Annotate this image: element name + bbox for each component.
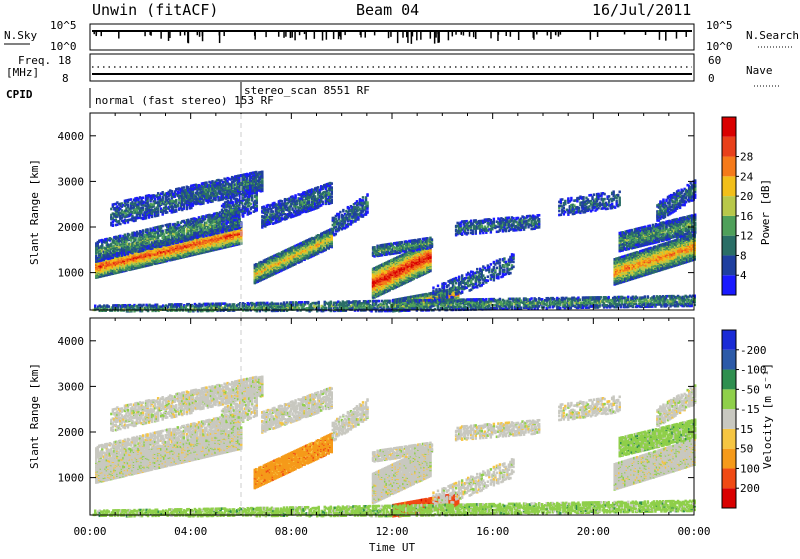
power-cell bbox=[214, 189, 216, 192]
power-cell bbox=[250, 203, 252, 206]
power-cell bbox=[227, 210, 229, 213]
power-cell bbox=[226, 180, 228, 183]
power-cell bbox=[247, 208, 249, 211]
noise-right-tick-top: 10^5 bbox=[706, 19, 733, 32]
power-cell bbox=[119, 223, 121, 226]
freq-right-tick-top: 60 bbox=[708, 54, 721, 67]
power-cell bbox=[146, 228, 148, 231]
power-cell bbox=[205, 234, 207, 237]
power-cell bbox=[183, 186, 185, 189]
power-cell bbox=[250, 212, 252, 215]
power-cell bbox=[142, 229, 144, 232]
station-title: Unwin (fitACF) bbox=[92, 1, 218, 19]
noise-right-tick-bottom: 10^0 bbox=[706, 40, 733, 53]
power-cell bbox=[261, 171, 263, 174]
freq-right-tick-bottom: 0 bbox=[708, 72, 715, 85]
power-cell bbox=[177, 204, 179, 207]
power-heatmap-cells bbox=[93, 171, 697, 313]
power-cell bbox=[166, 211, 168, 214]
power-cell bbox=[281, 200, 283, 203]
freq-left-tick-top: 18 bbox=[58, 54, 71, 67]
freq-label-2: [MHz] bbox=[6, 66, 39, 79]
power-cell bbox=[154, 198, 156, 201]
power-cell bbox=[161, 230, 163, 233]
power-cell bbox=[226, 225, 228, 228]
power-cell bbox=[161, 191, 163, 194]
power-cell bbox=[244, 192, 246, 195]
power-cell bbox=[130, 198, 132, 201]
power-cell bbox=[230, 199, 232, 202]
power-cell bbox=[161, 225, 163, 228]
noise-left-label: N.Sky bbox=[4, 29, 37, 42]
power-cell bbox=[205, 221, 207, 224]
power-cell bbox=[175, 209, 177, 212]
power-cell bbox=[171, 190, 173, 193]
power-cell bbox=[118, 220, 120, 223]
power-cell bbox=[127, 204, 129, 207]
power-cell bbox=[175, 199, 177, 202]
power-cell bbox=[272, 210, 274, 213]
power-cell bbox=[142, 207, 144, 210]
power-cell bbox=[110, 208, 112, 211]
noise-right-label: N.Search bbox=[746, 29, 799, 42]
power-cell bbox=[266, 213, 268, 216]
cpid-panel: CPID normal (fast stereo) 153 RF stereo_… bbox=[6, 82, 370, 108]
power-cell bbox=[291, 207, 293, 210]
power-cell bbox=[256, 205, 258, 208]
power-cell bbox=[231, 201, 233, 204]
freq-panel: Freq. [MHz] 18 8 60 0 Nave bbox=[6, 54, 780, 86]
power-cell bbox=[163, 233, 165, 236]
freq-left-tick-bottom: 8 bbox=[62, 72, 69, 85]
date-title: 16/Jul/2011 bbox=[592, 1, 691, 19]
power-cell bbox=[119, 235, 121, 238]
power-cell bbox=[237, 211, 239, 214]
power-cell bbox=[130, 239, 132, 242]
power-cell bbox=[205, 181, 207, 184]
power-cell bbox=[161, 196, 163, 199]
power-cell bbox=[294, 194, 296, 197]
power-cell bbox=[177, 221, 179, 224]
nave-label: Nave bbox=[746, 64, 773, 77]
noise-trace bbox=[92, 31, 692, 44]
noise-frame bbox=[90, 24, 694, 50]
power-cell bbox=[124, 234, 126, 237]
noise-panel: N.Sky 10^5 10^0 10^5 10^0 N.Search bbox=[4, 19, 799, 53]
power-cell bbox=[112, 223, 114, 226]
noise-left-tick-bottom: 10^0 bbox=[50, 40, 77, 53]
power-cell bbox=[169, 223, 171, 226]
power-cell bbox=[142, 196, 144, 199]
power-cell bbox=[222, 223, 224, 226]
power-cell bbox=[256, 188, 258, 191]
cpid-label: CPID bbox=[6, 88, 33, 101]
noise-left-tick-top: 10^5 bbox=[50, 19, 77, 32]
power-cell bbox=[128, 233, 130, 236]
beam-title: Beam 04 bbox=[356, 1, 419, 19]
cpid-mode-2: stereo_scan 8551 RF bbox=[244, 84, 370, 97]
